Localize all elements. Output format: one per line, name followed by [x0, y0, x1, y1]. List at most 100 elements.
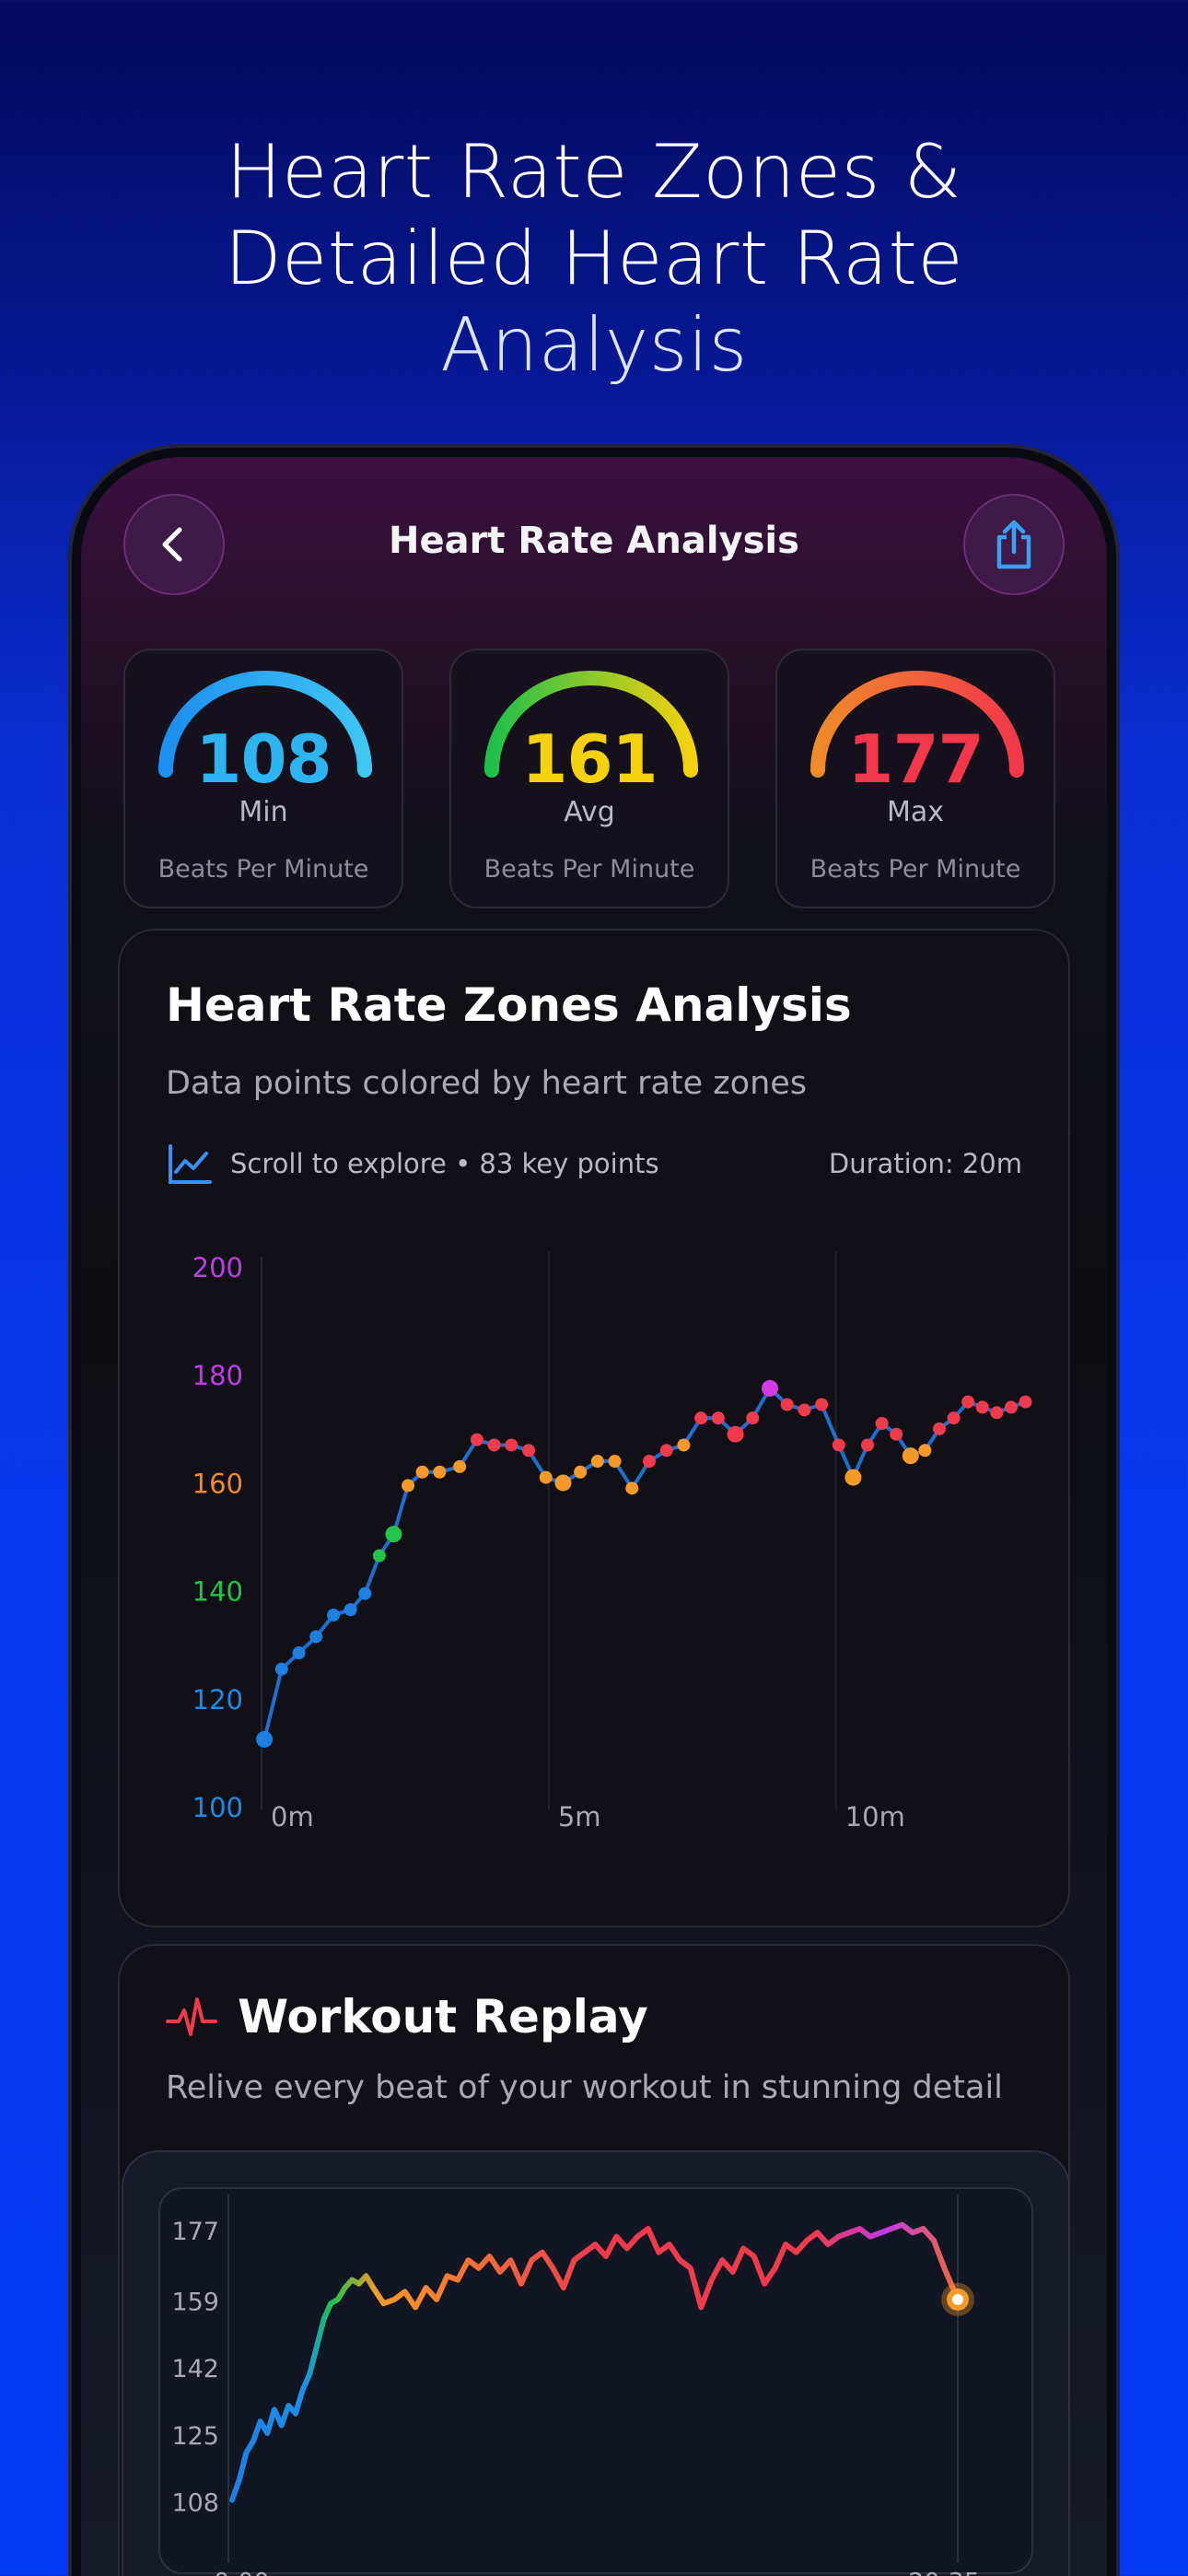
- data-point: [309, 1630, 323, 1644]
- zones-scatter-chart[interactable]: 0m 5m 10m 200 180 160 140 120 100: [120, 931, 1072, 1929]
- max-value: 177: [847, 720, 984, 798]
- data-point: [608, 1455, 622, 1469]
- data-point: [358, 1587, 372, 1600]
- share-button[interactable]: [963, 494, 1065, 595]
- replay-card-subtitle: Relive every beat of your workout in stu…: [166, 2069, 1003, 2106]
- min-value: 108: [195, 720, 332, 798]
- avg-unit: Beats Per Minute: [483, 855, 695, 884]
- min-label: Min: [239, 796, 288, 828]
- max-unit: Beats Per Minute: [809, 855, 1021, 884]
- data-point: [522, 1444, 536, 1458]
- x-tick-label: 10m: [845, 1801, 905, 1832]
- max-stat-card: 177 Max Beats Per Minute: [775, 649, 1055, 908]
- heartbeat-icon: [166, 1997, 217, 2036]
- x-tick-label: 5m: [558, 1801, 601, 1832]
- y-tick-label: 108: [171, 2488, 219, 2517]
- scroll-hint: Scroll to explore • 83 key points: [230, 1148, 659, 1179]
- data-point: [274, 1662, 288, 1676]
- data-point: [554, 1474, 572, 1492]
- headline-line-3: Analysis: [440, 302, 748, 388]
- data-point: [890, 1427, 903, 1441]
- data-point: [844, 1469, 862, 1486]
- playhead-center: [952, 2293, 963, 2305]
- zones-analysis-card: Heart Rate Zones Analysis Data points co…: [118, 929, 1070, 1927]
- data-point: [694, 1411, 708, 1425]
- series-line: [262, 1386, 1027, 1740]
- min-gauge-arc: [158, 671, 372, 778]
- replay-card-title: Workout Replay: [238, 1990, 648, 2043]
- data-point: [590, 1455, 604, 1469]
- data-point: [918, 1444, 932, 1458]
- x-tick-label: 0:00: [214, 2569, 270, 2576]
- data-point: [947, 1411, 961, 1425]
- y-tick-label: 177: [171, 2218, 219, 2246]
- data-point: [815, 1398, 829, 1411]
- headline-line-2: Detailed Heart Rate: [224, 216, 964, 301]
- data-point: [372, 1549, 386, 1563]
- data-point: [961, 1395, 975, 1409]
- data-point: [470, 1433, 483, 1446]
- duration-label: Duration: 20m: [828, 1148, 1022, 1179]
- y-tick-label: 180: [192, 1360, 243, 1391]
- data-point: [711, 1411, 725, 1425]
- data-point: [453, 1459, 467, 1473]
- back-button[interactable]: [123, 494, 225, 595]
- y-tick-label: 142: [171, 2355, 219, 2383]
- line-chart-icon: [169, 1144, 212, 1184]
- data-point: [402, 1479, 415, 1493]
- data-point: [902, 1447, 919, 1465]
- data-point: [746, 1411, 760, 1425]
- data-point: [256, 1730, 274, 1748]
- avg-stat-card: 161 Avg Beats Per Minute: [449, 649, 729, 908]
- y-tick-label: 140: [192, 1576, 243, 1608]
- y-tick-label: 125: [171, 2422, 219, 2451]
- data-point: [574, 1465, 588, 1479]
- data-point: [415, 1465, 429, 1479]
- page-title: Heart Rate Analysis: [389, 520, 799, 562]
- chevron-left-icon: [162, 527, 182, 562]
- data-point: [990, 1406, 1004, 1420]
- x-tick-label: 20:35: [908, 2569, 980, 2576]
- workout-replay-card: Workout Replay Relive every beat of your…: [118, 1944, 1070, 2576]
- avg-value: 161: [521, 720, 658, 798]
- y-tick-label: 159: [171, 2289, 219, 2317]
- data-point: [326, 1609, 340, 1622]
- zones-card-title: Heart Rate Zones Analysis: [166, 978, 852, 1032]
- data-point: [433, 1465, 447, 1479]
- avg-gauge-arc: [484, 671, 698, 778]
- y-tick-label: 100: [192, 1792, 243, 1823]
- data-point: [798, 1403, 811, 1417]
- data-point: [659, 1444, 673, 1458]
- max-label: Max: [886, 796, 945, 828]
- data-point: [727, 1425, 744, 1443]
- data-point: [643, 1455, 656, 1469]
- data-point: [875, 1417, 889, 1431]
- data-point: [344, 1603, 357, 1617]
- share-icon: [996, 520, 1031, 569]
- avg-label: Avg: [564, 796, 615, 828]
- data-point: [761, 1379, 778, 1397]
- data-point: [487, 1438, 501, 1452]
- data-point: [861, 1438, 875, 1452]
- data-point: [677, 1438, 691, 1452]
- data-point: [832, 1438, 845, 1452]
- replay-line-chart[interactable]: 177 159 142 125 108 0:00 20:35: [120, 1946, 1072, 2576]
- data-point: [539, 1470, 553, 1484]
- data-point: [385, 1526, 402, 1543]
- headline-line-1: Heart Rate Zones &: [226, 129, 962, 215]
- app-screen: Heart Rate Analysis 108 Min Beats Per Mi…: [81, 457, 1107, 2576]
- phone-frame: Heart Rate Analysis 108 Min Beats Per Mi…: [72, 448, 1116, 2576]
- data-point: [780, 1398, 794, 1411]
- data-point: [625, 1481, 639, 1495]
- zones-card-subtitle: Data points colored by heart rate zones: [166, 1065, 808, 1102]
- data-point: [975, 1400, 989, 1414]
- y-tick-label: 200: [192, 1252, 243, 1283]
- data-point: [1004, 1400, 1018, 1414]
- data-point: [292, 1646, 306, 1660]
- x-tick-label: 0m: [271, 1801, 314, 1832]
- data-point: [932, 1422, 946, 1435]
- headline: Heart Rate Zones & Detailed Heart Rate A…: [0, 129, 1188, 389]
- data-point: [1019, 1395, 1032, 1409]
- data-point: [505, 1438, 518, 1452]
- y-tick-label: 160: [192, 1468, 243, 1499]
